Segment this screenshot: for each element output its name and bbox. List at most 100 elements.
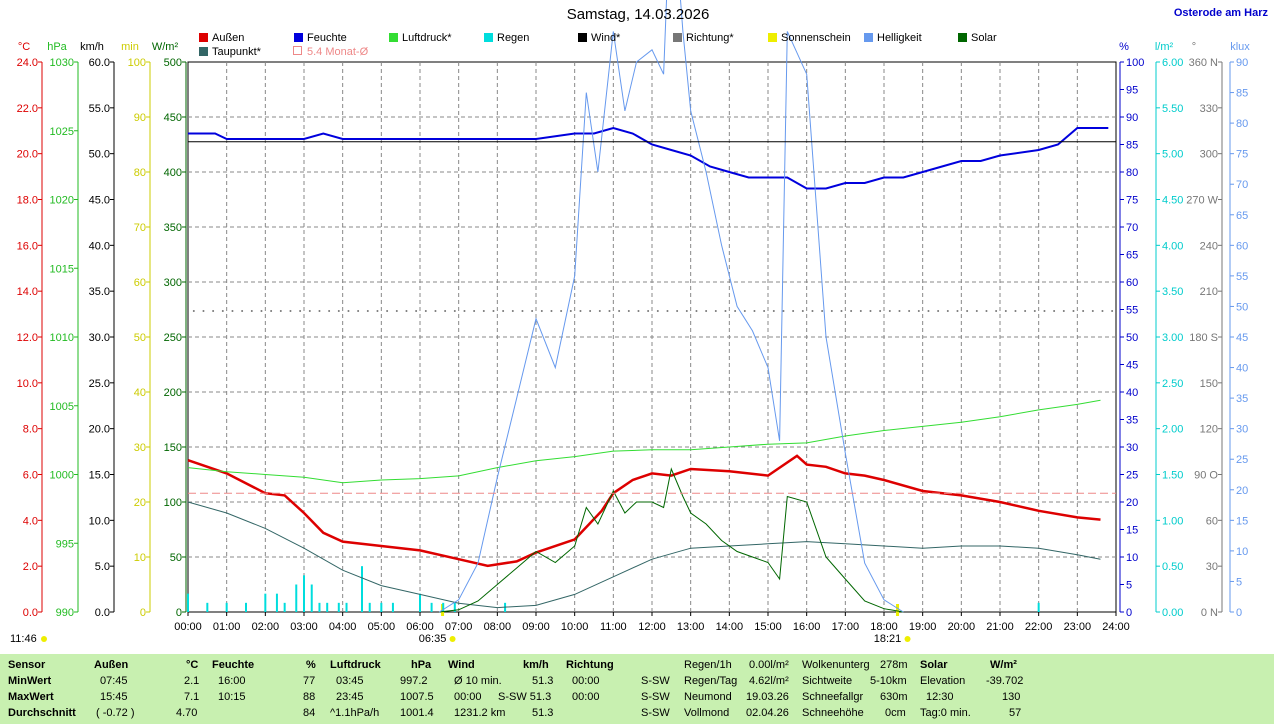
direction-dot <box>937 310 940 313</box>
lm2-tick-label: 2.50 <box>1162 378 1183 390</box>
legend-swatch <box>578 33 587 42</box>
now-icon <box>41 636 47 642</box>
legend-swatch <box>199 47 208 56</box>
kmh-tick-label: 55.0 <box>89 103 110 115</box>
deg-tick-label: 90 O <box>1194 470 1218 482</box>
stats-richtung-r3-value: S-SW <box>641 707 670 719</box>
stats-luftdruck-header: Luftdruck <box>330 659 381 671</box>
direction-dot <box>424 310 427 313</box>
legend-swatch <box>484 33 493 42</box>
legend-label: Taupunkt* <box>212 46 262 58</box>
klux-tick-label: 45 <box>1236 332 1248 344</box>
lm2-tick-label: 1.00 <box>1162 515 1183 527</box>
hpa-tick-label: 1020 <box>50 195 74 207</box>
rain-bars <box>187 566 1040 612</box>
lm2-tick-label: 0.50 <box>1162 561 1183 573</box>
direction-dot <box>1082 310 1085 313</box>
x-tick-label: 08:00 <box>484 621 512 633</box>
lm2-tick-label: 5.50 <box>1162 103 1183 115</box>
direction-dot <box>231 310 234 313</box>
series-line-luftdruck <box>187 399 1101 484</box>
legend-label: Luftdruck* <box>402 32 452 44</box>
direction-dot <box>415 310 418 313</box>
min-tick-label: 40 <box>134 387 146 399</box>
direction-dot <box>1072 310 1075 313</box>
kmh-tick-label: 10.0 <box>89 515 110 527</box>
wm2-tick-label: 400 <box>164 167 182 179</box>
min-tick-label: 100 <box>128 57 146 69</box>
temp-tick-label: 14.0 <box>17 286 38 298</box>
stats-neumond-value: 19.03.26 <box>746 691 789 703</box>
hpa-tick-label: 990 <box>56 607 74 619</box>
direction-dot <box>608 310 611 313</box>
stats-sichtweite-value: 5-10km <box>870 675 907 687</box>
direction-dot <box>956 310 959 313</box>
min-unit-label: min <box>121 41 139 53</box>
direction-dot <box>386 310 389 313</box>
pct-tick-label: 95 <box>1126 85 1138 97</box>
stats-regen-tag-label: Regen/Tag <box>684 675 738 687</box>
pct-tick-label: 15 <box>1126 525 1138 537</box>
min-tick-label: 20 <box>134 497 146 509</box>
direction-dot <box>444 310 447 313</box>
legend-swatch <box>199 33 208 42</box>
stats-wind-max-time: 00:00 <box>454 691 482 703</box>
deg-tick-label: 360 N <box>1189 57 1218 69</box>
lm2-tick-label: 2.00 <box>1162 424 1183 436</box>
x-tick-label: 03:00 <box>290 621 318 633</box>
direction-dot <box>879 310 882 313</box>
klux-tick-label: 35 <box>1236 393 1248 405</box>
legend-swatch <box>958 33 967 42</box>
stats-neumond-label: Neumond <box>684 691 732 703</box>
pct-tick-label: 90 <box>1126 112 1138 124</box>
stats-schneehoehe-label: Schneehöhe <box>802 707 864 719</box>
direction-dot <box>830 310 833 313</box>
direction-dot <box>792 310 795 313</box>
lm2-tick-label: 5.00 <box>1162 149 1183 161</box>
temp-tick-label: 18.0 <box>17 195 38 207</box>
stats-aussen-max-time: 15:45 <box>100 691 128 703</box>
x-tick-label: 19:00 <box>909 621 937 633</box>
temp-tick-label: 22.0 <box>17 103 38 115</box>
kmh-tick-label: 40.0 <box>89 240 110 252</box>
pct-tick-label: 10 <box>1126 552 1138 564</box>
direction-dot <box>482 310 485 313</box>
legend-swatch <box>294 33 303 42</box>
lm2-unit-label: l/m² <box>1155 41 1174 53</box>
direction-dot <box>395 310 398 313</box>
direction-dot <box>801 310 804 313</box>
x-tick-label: 12:00 <box>638 621 666 633</box>
direction-dot <box>192 310 195 313</box>
location-label: Osterode am Harz <box>1174 7 1269 19</box>
stats-panel: Sensor MinWert MaxWert Durchschnitt Auße… <box>0 654 1274 724</box>
direction-dot <box>492 310 495 313</box>
klux-tick-label: 90 <box>1236 57 1248 69</box>
min-tick-label: 50 <box>134 332 146 344</box>
left-axes: 24.0 22.0 20.0 18.0 16.0 14.0 12.0 10.0 8.0 6.0 4.… <box>17 41 187 619</box>
klux-unit-label: klux <box>1230 41 1250 53</box>
stats-max-label: MaxWert <box>8 691 54 703</box>
wm2-tick-label: 350 <box>164 222 182 234</box>
temp-tick-label: 0.0 <box>23 607 38 619</box>
direction-dot <box>840 310 843 313</box>
stats-solar-unit: W/m² <box>990 659 1017 671</box>
direction-dot <box>598 310 601 313</box>
stats-aussen-header: Außen <box>94 659 129 671</box>
series-line-feuchte <box>188 126 1109 190</box>
pct-tick-label: 40 <box>1126 387 1138 399</box>
direction-dot <box>946 310 949 313</box>
deg-tick-label: 60 <box>1206 515 1218 527</box>
stats-solar-max-time: 12:30 <box>926 691 954 703</box>
x-tick-label: 24:00 <box>1102 621 1130 633</box>
direction-dot <box>531 310 534 313</box>
legend-label: Außen <box>212 32 244 44</box>
deg-tick-label: 0 N <box>1201 607 1218 619</box>
temp-tick-label: 12.0 <box>17 332 38 344</box>
direction-dot <box>908 310 911 313</box>
pct-tick-label: 25 <box>1126 470 1138 482</box>
x-tick-label: 16:00 <box>793 621 821 633</box>
pct-tick-label: 65 <box>1126 250 1138 262</box>
deg-tick-label: 150 <box>1200 378 1218 390</box>
direction-dot <box>337 310 340 313</box>
stats-regen-tag-value: 4.62l/m² <box>749 675 789 687</box>
